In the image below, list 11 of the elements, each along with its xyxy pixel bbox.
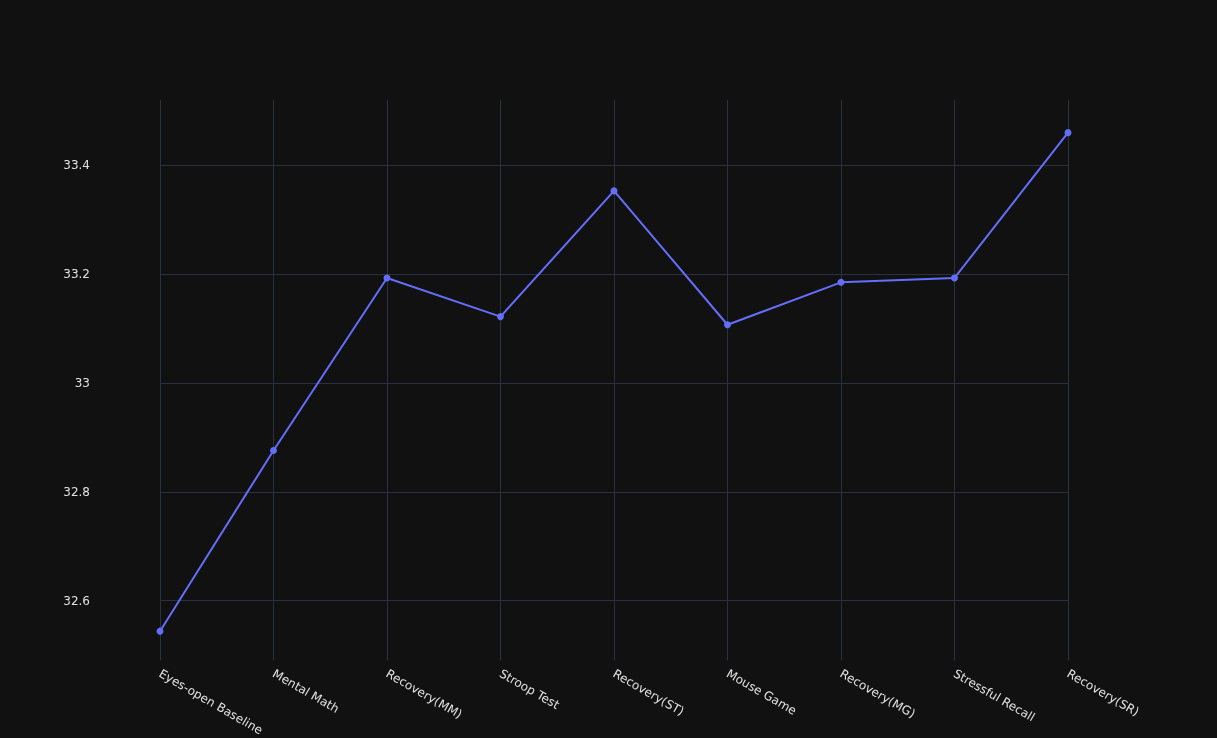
y-tick-label: 32.6 (63, 593, 90, 608)
y-tick-label: 32.8 (63, 484, 90, 499)
y-tick-label: 33.2 (63, 267, 90, 282)
point (837, 278, 845, 286)
point (724, 321, 731, 329)
y-tick-label: 33.4 (63, 158, 90, 173)
point (270, 446, 277, 454)
point (951, 274, 958, 282)
point (497, 313, 504, 321)
y-tick-label: 33 (74, 376, 90, 390)
point (1064, 129, 1072, 137)
